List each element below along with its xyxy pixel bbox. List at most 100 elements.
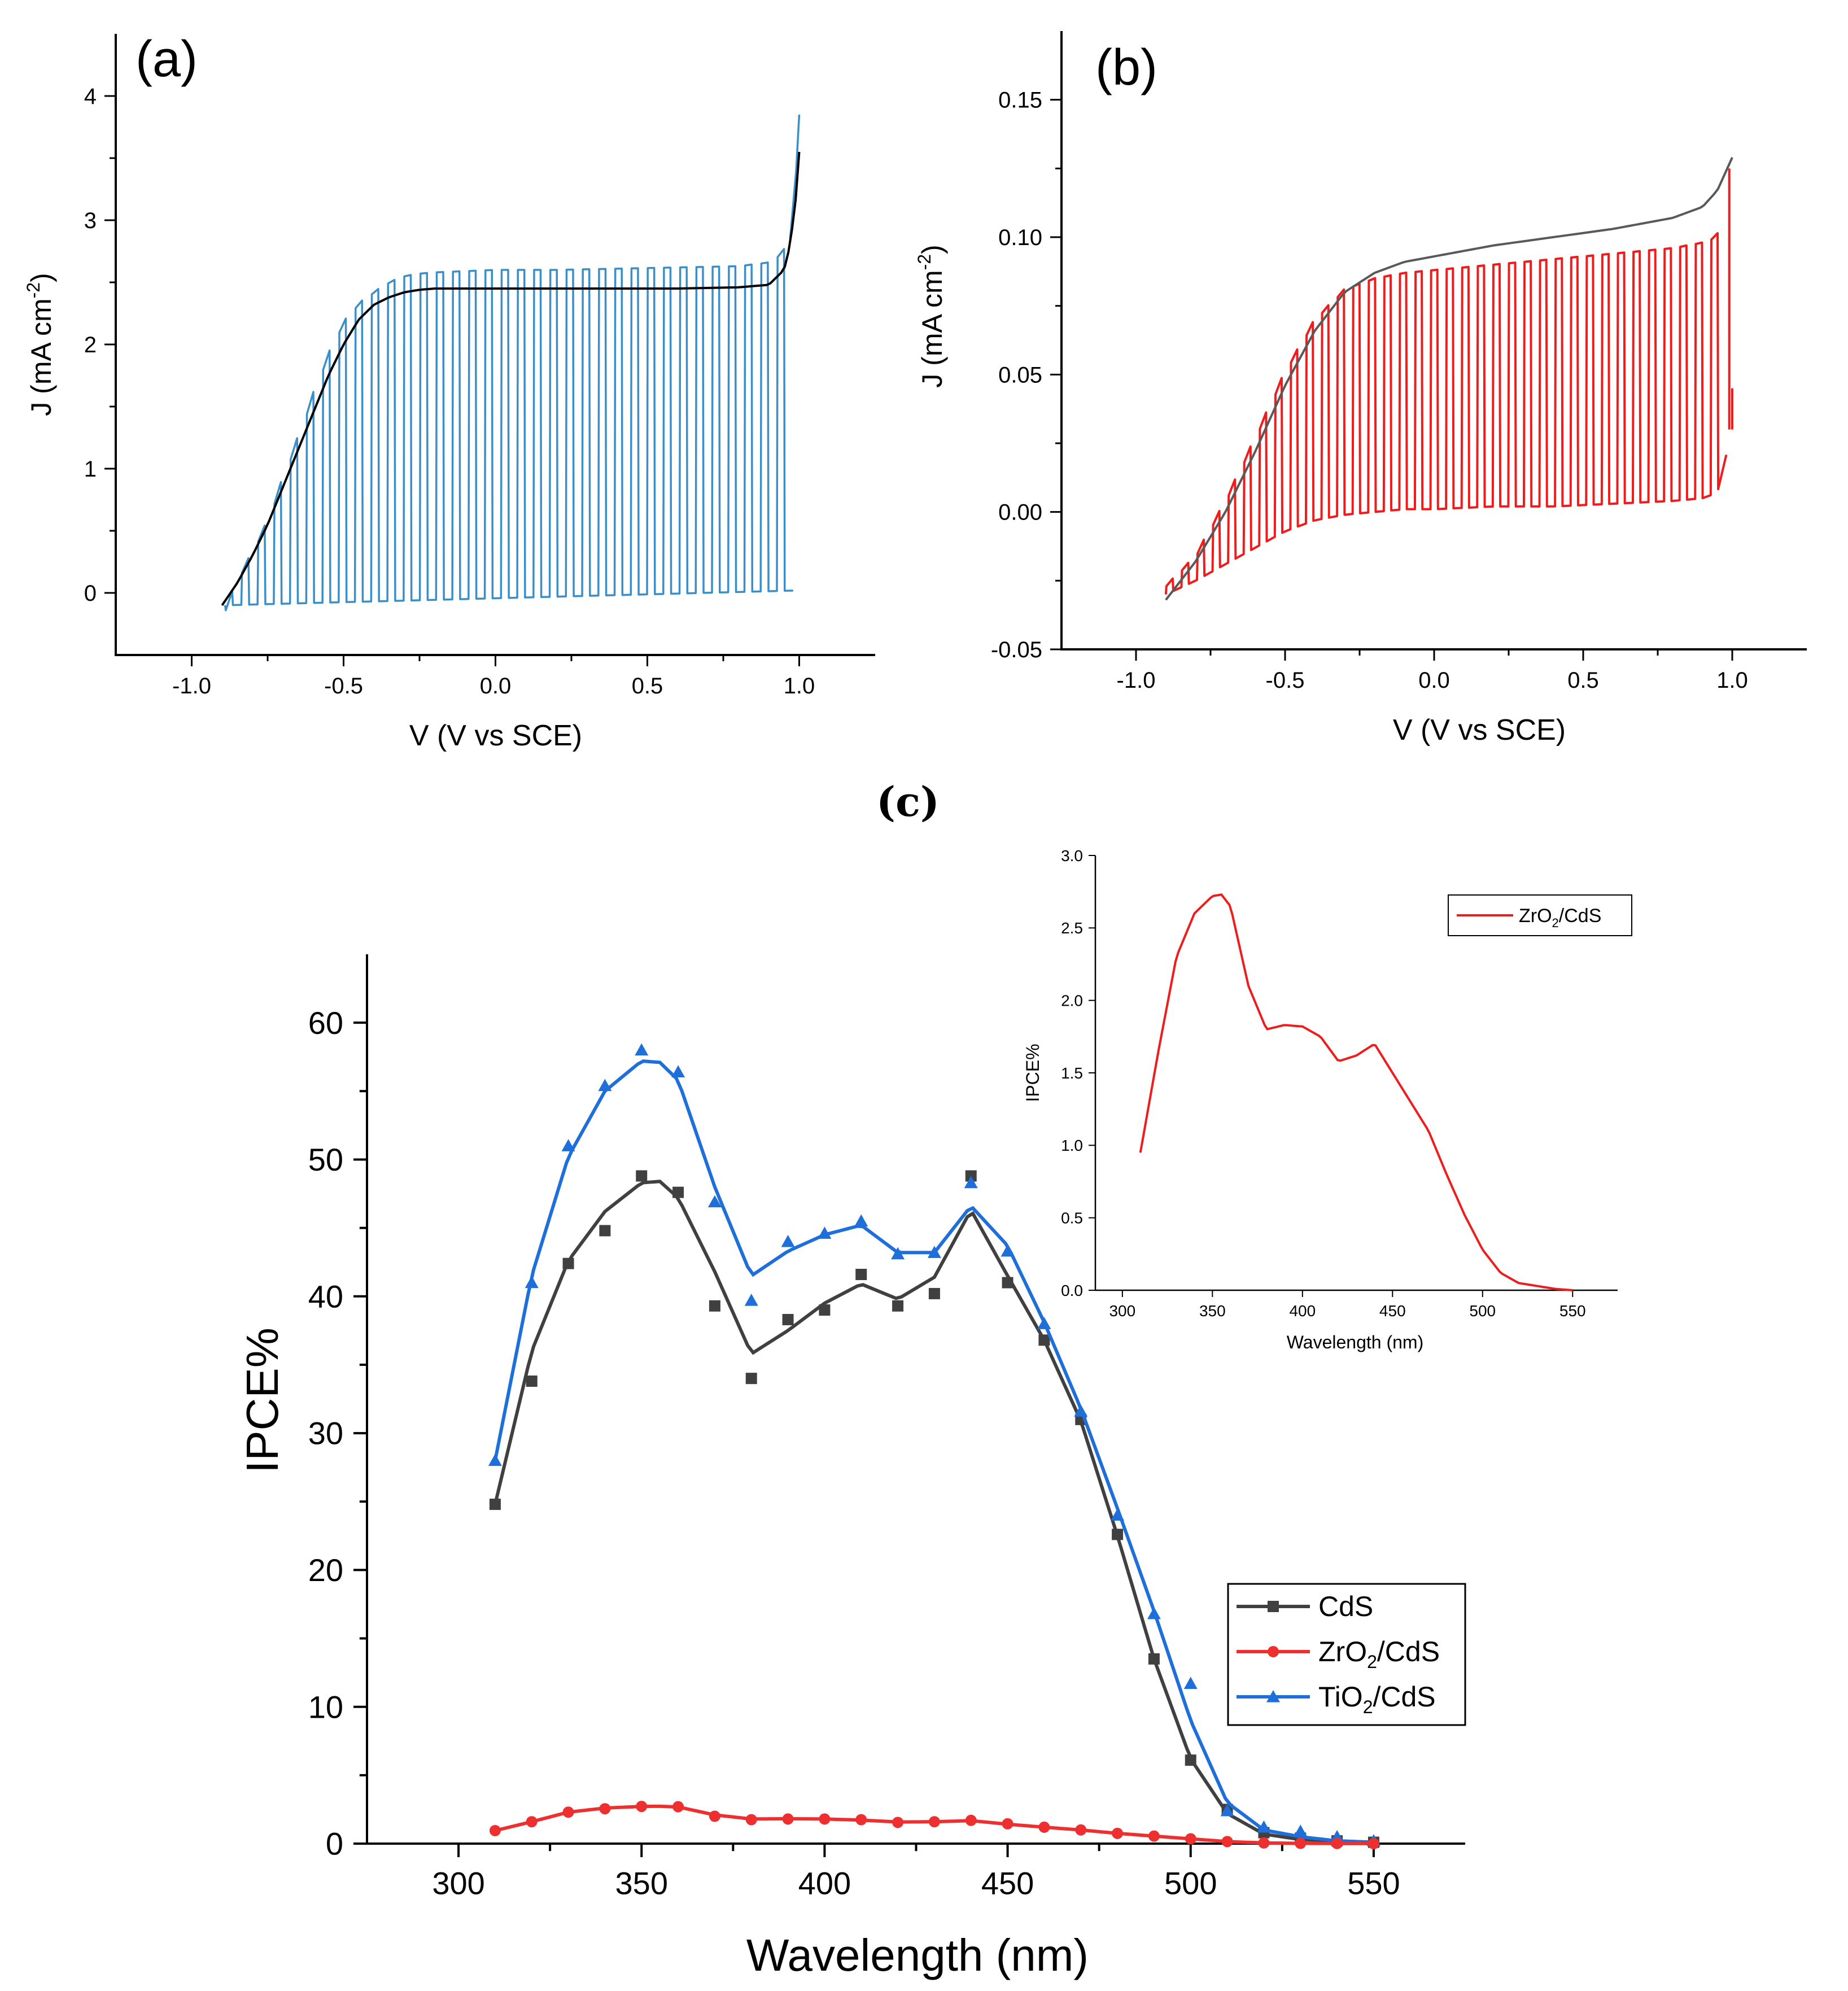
data-point-zro2-cds (928, 1816, 940, 1828)
panel-b: -0.050.000.050.100.15 -1.0 -0.5 0.0 0.5 1.0 … (914, 31, 1807, 746)
y-tick-label: 2.5 (1061, 919, 1083, 937)
y-tick-label: 0 (84, 581, 97, 606)
data-point-tio2-cds (1220, 1804, 1234, 1817)
inset-y-ticks: 0.0 0.5 1.0 1.5 2.0 2.5 3.0 (1061, 847, 1095, 1299)
y-tick-label: 1 (84, 457, 97, 482)
data-point-cds (855, 1269, 867, 1280)
x-tick-label: -0.5 (324, 674, 363, 698)
data-point-cds (819, 1304, 831, 1316)
data-point-zro2-cds (599, 1803, 611, 1815)
data-point-cds (928, 1287, 940, 1299)
data-point-zro2-cds (562, 1806, 574, 1818)
panel-a-chopped-light-curve (224, 248, 793, 612)
y-tick-label: 4 (84, 84, 97, 109)
x-tick-label: -1.0 (172, 674, 211, 698)
data-point-zro2-cds (1112, 1827, 1124, 1839)
panel-b-chopped-light-curve (1164, 232, 1728, 595)
data-point-zro2-cds (1002, 1818, 1013, 1830)
data-point-cds (1038, 1334, 1050, 1346)
panel-a-chopped-tail (789, 114, 801, 239)
data-point-tio2-cds (854, 1214, 868, 1227)
panel-c-y-axis-label: IPCE% (237, 1328, 287, 1473)
data-point-zro2-cds (1258, 1837, 1270, 1849)
data-point-cds (892, 1300, 904, 1312)
data-point-tio2-cds (891, 1247, 905, 1260)
panel-c-x-axis-label: Wavelength (nm) (746, 1930, 1089, 1980)
panel-c-inset: 0.0 0.5 1.0 1.5 2.0 2.5 3.0 300 350 400 450 500 550… (1023, 847, 1632, 1352)
data-point-tio2-cds (1257, 1820, 1271, 1833)
data-point-cds (1185, 1754, 1196, 1766)
data-point-tio2-cds (488, 1453, 502, 1466)
legend-zro2-rest: /CdS (1377, 1636, 1440, 1667)
inset-y-axis-label: IPCE% (1023, 1043, 1043, 1102)
x-tick-label: 400 (1289, 1302, 1316, 1320)
data-point-zro2-cds (965, 1814, 977, 1826)
data-point-tio2-cds (964, 1176, 978, 1189)
panel-b-x-axis-label: V (V vs SCE) (1393, 714, 1566, 746)
panel-a: 0 1 2 3 4 -1.0 -0.5 0.0 0.5 1.0 (a) V (V vs SCE)… (23, 31, 875, 752)
x-tick-label: 300 (1109, 1302, 1135, 1320)
data-point-zro2-cds (672, 1801, 684, 1813)
inset-legend-label: ZrO2/CdS (1519, 905, 1601, 930)
panel-a-y-label-close: ) (25, 273, 57, 282)
x-tick-label: 0.5 (632, 674, 663, 698)
data-point-zro2-cds (892, 1817, 904, 1828)
data-point-cds (672, 1186, 684, 1198)
x-tick-label: 1.0 (1716, 668, 1748, 693)
data-point-tio2-cds (818, 1226, 832, 1239)
x-tick-label: 0.0 (480, 674, 512, 698)
data-point-tio2-cds (635, 1043, 649, 1056)
data-point-tio2-cds (525, 1276, 539, 1289)
legend-label-zro2-cds: ZrO2/CdS (1318, 1636, 1440, 1672)
data-point-zro2-cds (1368, 1838, 1379, 1849)
y-tick-label: 0.10 (998, 225, 1042, 250)
data-point-zro2-cds (1185, 1833, 1196, 1845)
data-point-cds (562, 1258, 574, 1269)
data-point-tio2-cds (781, 1234, 795, 1247)
panel-b-y-axis-label: J (mA cm-2) (914, 244, 948, 387)
data-point-zro2-cds (855, 1814, 867, 1826)
data-point-tio2-cds (1183, 1676, 1198, 1689)
data-point-tio2-cds (1294, 1824, 1308, 1837)
data-point-cds (599, 1225, 611, 1237)
data-point-cds (489, 1499, 501, 1510)
legend-zro2-sub: 2 (1367, 1652, 1377, 1672)
panel-b-label: (b) (1095, 40, 1157, 96)
panel-b-plot-area (1164, 157, 1733, 601)
y-tick-label: 2 (84, 333, 97, 357)
data-point-zro2-cds (526, 1816, 538, 1828)
data-point-tio2-cds (927, 1246, 941, 1258)
data-point-zro2-cds (782, 1813, 794, 1825)
y-tick-label: 2.0 (1061, 992, 1083, 1009)
data-point-cds (1148, 1653, 1160, 1665)
inset-legend-main: ZrO (1519, 905, 1552, 927)
legend-zro2-main: ZrO (1318, 1636, 1367, 1667)
data-point-tio2-cds (1037, 1317, 1051, 1329)
x-tick-label: 0.0 (1418, 668, 1450, 693)
y-tick-label: 1.0 (1061, 1137, 1083, 1154)
y-tick-label: 0.15 (998, 88, 1042, 113)
x-tick-label: 300 (432, 1866, 484, 1901)
y-tick-label: 40 (308, 1278, 343, 1314)
y-tick-label: 20 (308, 1552, 343, 1588)
data-point-zro2-cds (636, 1801, 648, 1813)
data-point-zro2-cds (1148, 1830, 1160, 1842)
x-tick-label: 550 (1559, 1302, 1586, 1320)
data-point-cds (709, 1300, 720, 1312)
x-tick-label: 450 (981, 1866, 1034, 1901)
data-point-tio2-cds (1001, 1244, 1015, 1257)
x-tick-label: 350 (615, 1866, 668, 1901)
data-point-tio2-cds (1111, 1508, 1125, 1521)
x-tick-label: 400 (798, 1866, 851, 1901)
inset-x-ticks: 300 350 400 450 500 550 (1109, 1290, 1586, 1320)
data-point-tio2-cds (671, 1065, 685, 1077)
panel-b-y-label-sup: -2 (914, 254, 934, 270)
panel-a-y-axis-label: J (mA cm-2) (23, 273, 57, 416)
y-tick-label: 0.05 (998, 363, 1042, 387)
x-tick-label: 550 (1347, 1866, 1400, 1901)
panel-b-y-ticks: -0.05 0.00 0.05 0.10 0.15 (991, 88, 1061, 662)
inset-legend-rest: /CdS (1559, 905, 1602, 927)
inset-x-axis-label: Wavelength (nm) (1287, 1332, 1423, 1352)
y-tick-label: 10 (308, 1689, 343, 1724)
panel-b-chopped-tail (1728, 168, 1733, 430)
